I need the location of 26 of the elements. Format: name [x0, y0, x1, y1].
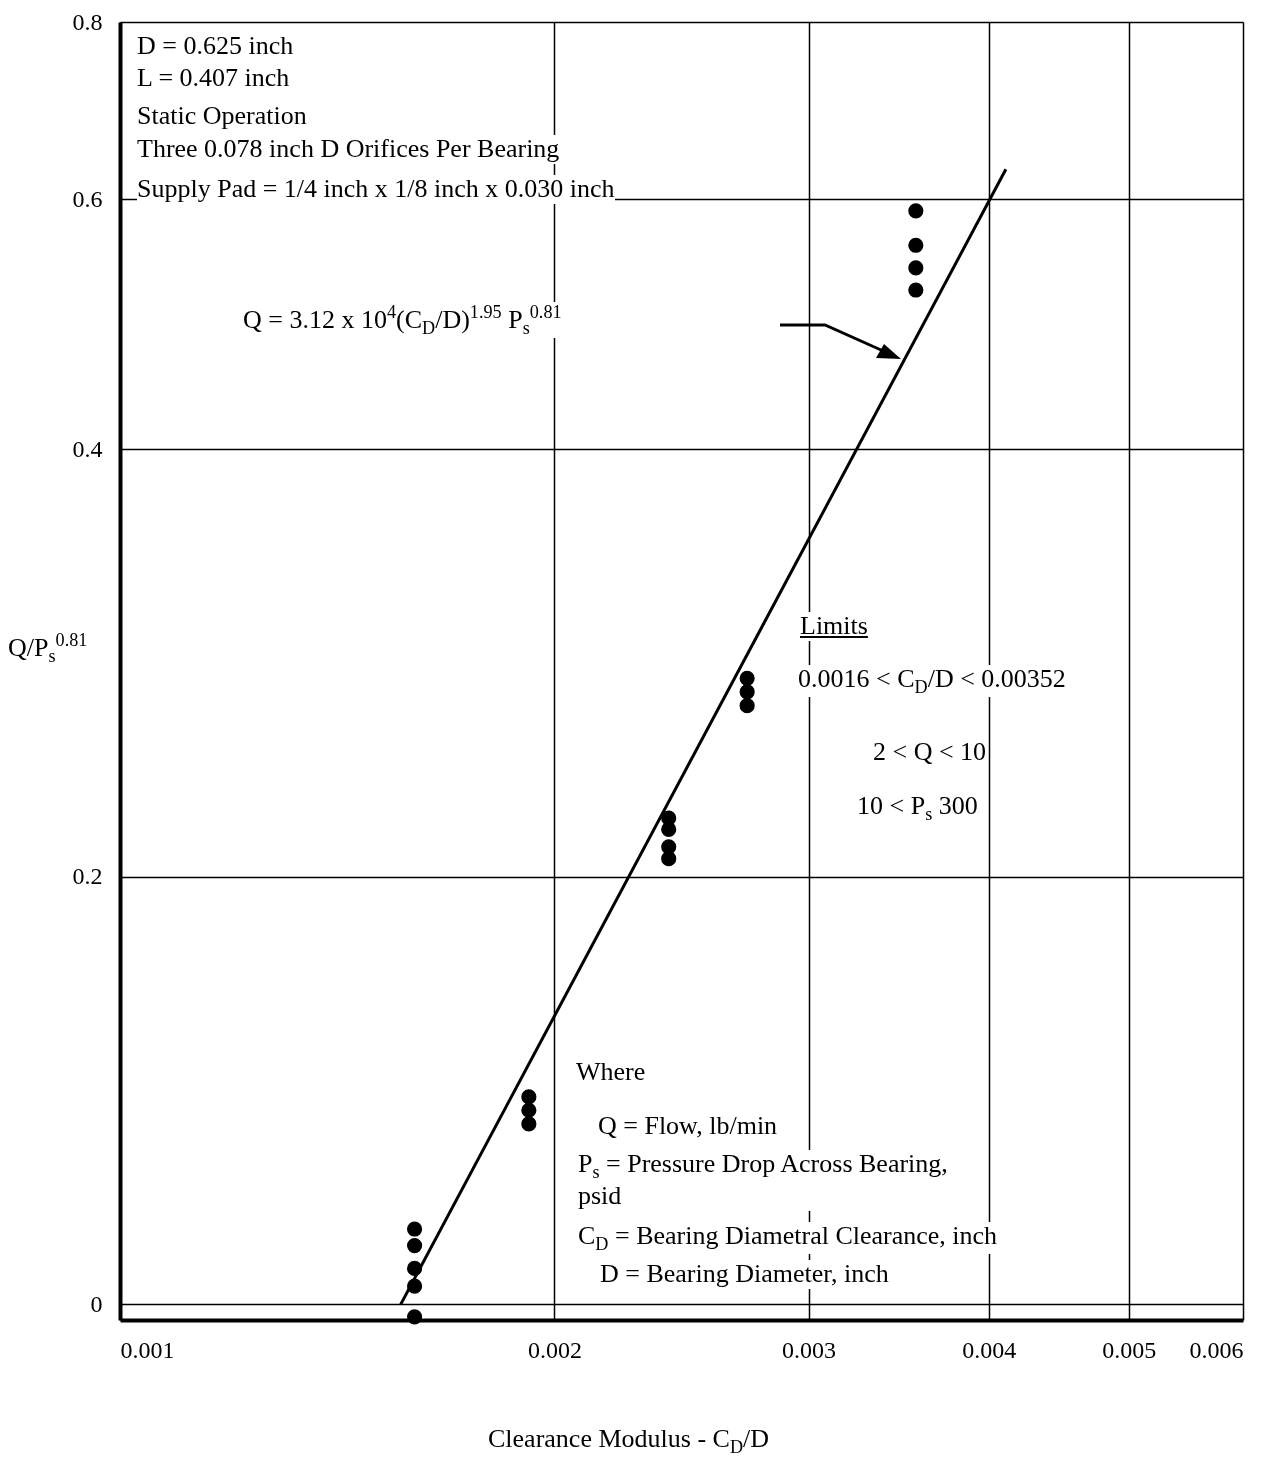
- annotation: 10 < P$_{s}$ 300: [857, 791, 978, 825]
- annotation: L = 0.407 inch: [137, 63, 290, 93]
- annotation: Limits: [800, 611, 868, 641]
- annotation: 2 < Q < 10: [873, 737, 987, 767]
- annotation: P$_{s}$ = Pressure Drop Across Bearing, psid: [578, 1149, 978, 1211]
- annotation: Three 0.078 inch D Orifices Per Bearing: [137, 134, 560, 164]
- y-tick-label: 0: [90, 1290, 103, 1317]
- y-tick-label: 0.4: [72, 435, 103, 462]
- y-tick-label: 0.2: [72, 863, 103, 890]
- x-tick-label: 0.001: [120, 1336, 175, 1363]
- annotation: D = Bearing Diameter, inch: [600, 1259, 889, 1289]
- annotation: 0.0016 < C$_{D}$/D < 0.00352: [798, 664, 1066, 698]
- x-tick-label: 0.003: [782, 1336, 837, 1363]
- annotation: Where: [576, 1057, 646, 1087]
- x-tick-label: 0.005: [1102, 1336, 1157, 1363]
- y-tick-label: 0.6: [72, 185, 103, 212]
- x-tick-label: 0.002: [527, 1336, 582, 1363]
- annotation: D = 0.625 inch: [137, 31, 294, 61]
- x-tick-label: 0.004: [962, 1336, 1017, 1363]
- x-axis-title: Clearance Modulus - C$_{D}$/D: [488, 1424, 770, 1458]
- annotation: Static Operation: [137, 101, 307, 131]
- y-tick-label: 0.8: [72, 8, 103, 35]
- x-tick-label: 0.006: [1189, 1336, 1244, 1363]
- annotation: C$_{D}$ = Bearing Diametral Clearance, inch: [578, 1221, 998, 1255]
- annotation: Q = Flow, lb/min: [598, 1111, 778, 1141]
- annotation: Supply Pad = 1/4 inch x 1/8 inch x 0.030 inch: [137, 174, 615, 204]
